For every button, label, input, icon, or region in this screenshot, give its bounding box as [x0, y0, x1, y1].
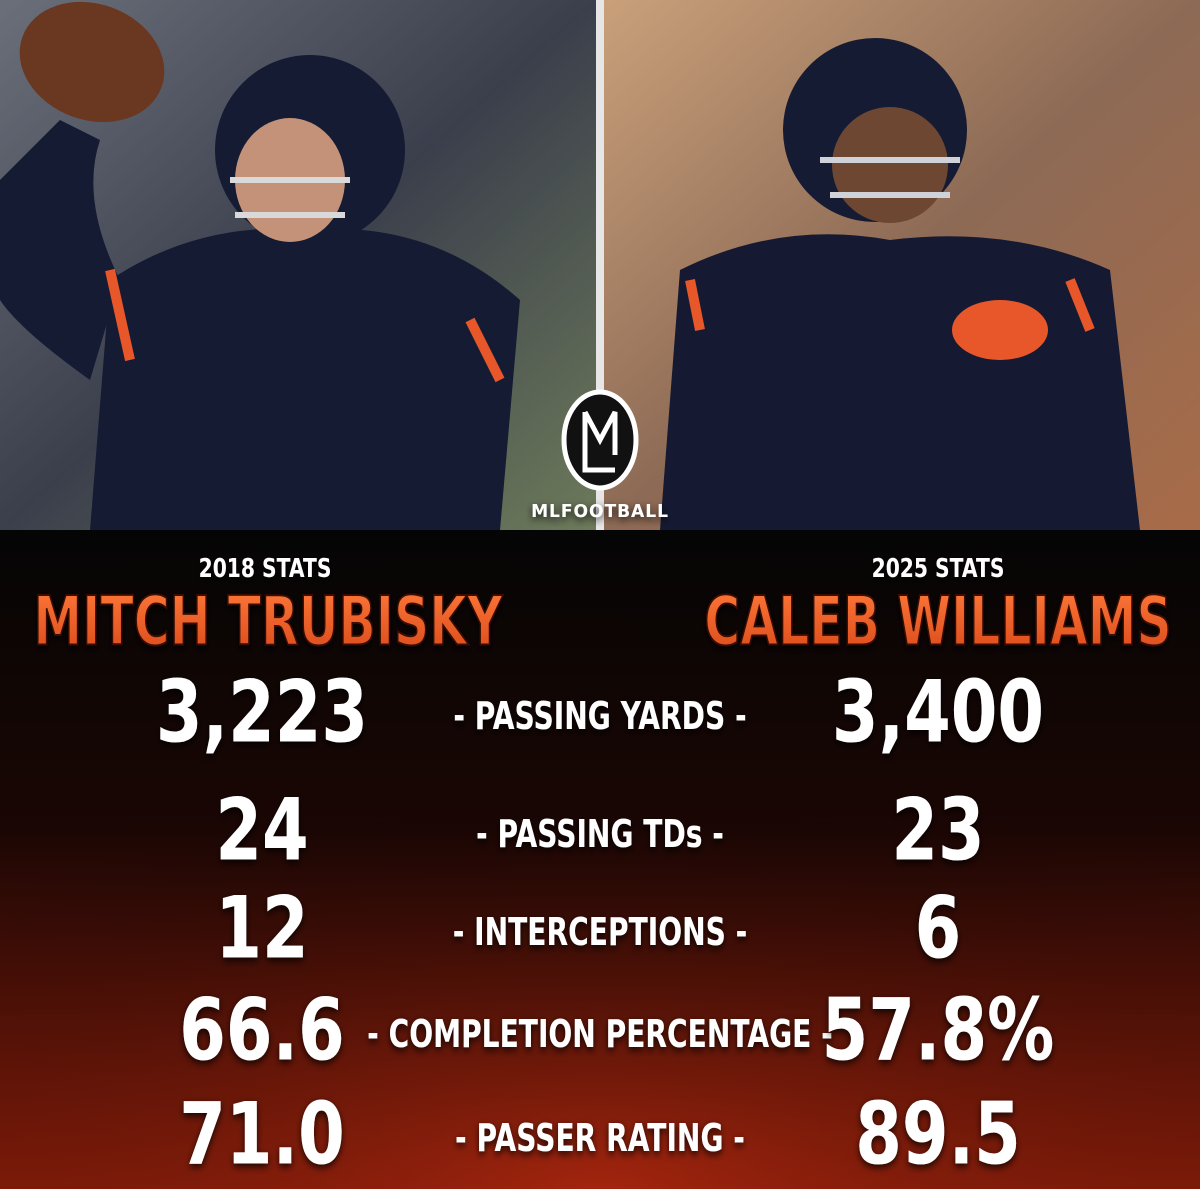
season-label: 2018 STATS [199, 554, 332, 584]
season-label-group: 2025 STATS [872, 554, 1005, 584]
jersey [90, 228, 520, 531]
player-name: CALEB WILLIAMS [704, 581, 1171, 660]
stat-right: 89.5 [855, 1084, 1020, 1184]
stat-left: 3,223 [156, 662, 368, 762]
stat-label: - INTERCEPTIONS - [453, 910, 748, 954]
stat-left-group: 66.6 [179, 980, 344, 1080]
stat-right: 6 [915, 878, 962, 978]
logo-text: MLFOOTBALL [531, 502, 669, 523]
stripes [105, 268, 505, 383]
stat-right: 3,400 [832, 662, 1044, 762]
stat-right-group: 6 [915, 878, 962, 978]
stat-left: 66.6 [179, 980, 344, 1080]
stat-left: 24 [215, 780, 308, 880]
left-photo [0, 0, 596, 531]
stats-glow [0, 700, 1200, 1189]
stat-label-group: - COMPLETION PERCENTAGE - [367, 1012, 833, 1056]
player-name-group: MITCH TRUBISKY [33, 581, 505, 662]
arm [0, 120, 120, 380]
stat-label: - COMPLETION PERCENTAGE - [367, 1012, 833, 1056]
stat-left-group: 3,223 [156, 662, 368, 762]
stat-label-group: - INTERCEPTIONS - [453, 910, 748, 954]
logo-text-group: MLFOOTBALL [531, 502, 669, 523]
stat-label-group: - PASSING YARDS - [453, 694, 746, 738]
stat-right: 57.8% [822, 980, 1055, 1080]
stat-label: - PASSING YARDS - [453, 694, 746, 738]
right-photo [604, 0, 1200, 530]
player-name: MITCH TRUBISKY [33, 581, 503, 660]
stat-left: 12 [215, 878, 308, 978]
football [19, 1, 165, 123]
patch [952, 300, 1048, 360]
logo [561, 389, 639, 491]
stat-left-group: 71.0 [179, 1084, 344, 1184]
season-label: 2025 STATS [872, 554, 1005, 584]
divider [596, 0, 604, 530]
season-label-group: 2018 STATS [199, 554, 332, 584]
stat-left-group: 12 [215, 878, 308, 978]
stripes [685, 278, 1095, 332]
stat-right-group: 3,400 [832, 662, 1044, 762]
jersey [660, 234, 1140, 530]
stat-right-group: 89.5 [855, 1084, 1020, 1184]
logo-letters [582, 410, 618, 473]
stat-right-group: 57.8% [822, 980, 1055, 1080]
stat-label: - PASSING TDs - [476, 812, 724, 856]
stat-right: 23 [891, 780, 984, 880]
stat-label: - PASSER RATING - [455, 1116, 745, 1160]
facemask [820, 157, 960, 198]
player-name-group: CALEB WILLIAMS [703, 581, 1172, 662]
stat-right-group: 23 [891, 780, 984, 880]
facemask [230, 177, 350, 218]
stat-label-group: - PASSER RATING - [455, 1116, 745, 1160]
stat-left: 71.0 [179, 1084, 344, 1184]
face [832, 107, 948, 223]
stat-left-group: 24 [215, 780, 308, 880]
stat-label-group: - PASSING TDs - [476, 812, 724, 856]
